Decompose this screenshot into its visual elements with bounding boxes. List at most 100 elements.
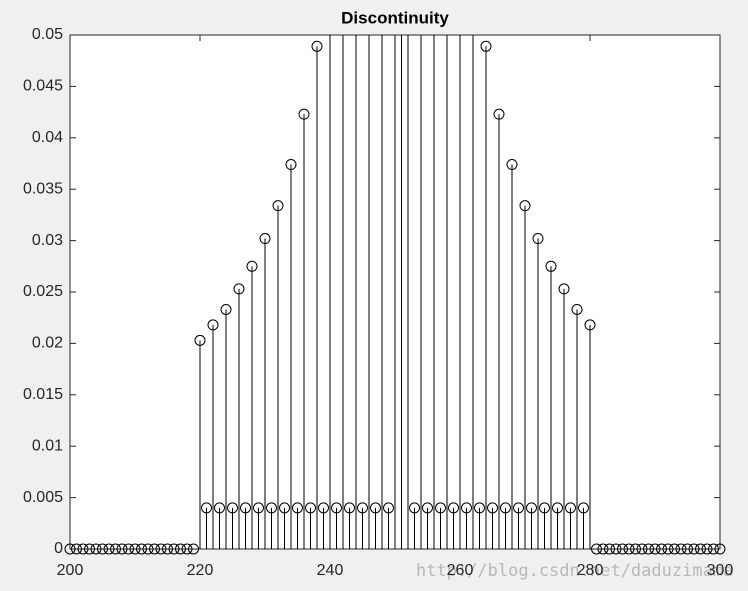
stem-marker [123, 543, 134, 555]
stem-marker [233, 283, 245, 295]
stem-marker [701, 543, 713, 555]
y-tick-label: 0.04 [32, 129, 63, 146]
stem-marker [649, 543, 661, 555]
stem-marker [584, 319, 596, 331]
stem-marker [519, 200, 531, 212]
stem-marker [298, 108, 310, 120]
stem-marker [116, 543, 128, 555]
stem-marker [422, 502, 433, 514]
stem-marker [103, 543, 115, 555]
stem-marker [597, 543, 609, 555]
stem-marker [370, 502, 381, 514]
stem-marker [487, 502, 498, 514]
y-tick-label: 0.03 [32, 232, 63, 249]
stem-marker [240, 502, 251, 514]
stem-marker [175, 543, 186, 555]
x-tick-label: 240 [317, 562, 344, 579]
stem-marker [90, 543, 102, 555]
y-tick-label: 0.05 [32, 26, 63, 43]
stem-marker [136, 543, 147, 555]
y-tick-label: 0 [54, 540, 63, 557]
stem-marker [532, 233, 544, 245]
stem-marker [162, 543, 173, 555]
stem-marker [272, 200, 284, 212]
y-tick-label: 0.01 [32, 437, 63, 454]
stem-marker [630, 543, 641, 555]
y-tick-label: 0.02 [32, 335, 63, 352]
chart-title: Discontinuity [341, 8, 449, 27]
stem-marker [97, 543, 108, 555]
y-tick-label: 0.005 [23, 489, 63, 506]
stem-marker [656, 543, 667, 555]
stem-marker [604, 543, 615, 555]
stem-marker [383, 502, 394, 514]
stem-marker [318, 502, 329, 514]
stem-marker [292, 502, 303, 514]
stem-marker [714, 543, 726, 555]
stem-marker [669, 543, 680, 555]
x-tick-label: 220 [187, 562, 214, 579]
y-tick-label: 0.025 [23, 283, 63, 300]
stem-marker [643, 543, 654, 555]
y-tick-label: 0.035 [23, 180, 63, 197]
stem-marker [77, 543, 89, 555]
stem-marker [71, 543, 82, 555]
stem-marker [493, 108, 505, 120]
stem-marker [506, 159, 518, 171]
x-tick-label: 260 [447, 562, 474, 579]
stem-marker [448, 502, 459, 514]
stem-marker [636, 543, 648, 555]
stem-marker [610, 543, 622, 555]
stem-marker [675, 543, 687, 555]
stem-marker [474, 502, 485, 514]
stem-marker [409, 502, 420, 514]
stem-marker [194, 334, 206, 346]
stem-marker [682, 543, 693, 555]
watermark: http://blog.csdn.net/daduzimama [416, 561, 733, 581]
stem-marker [246, 260, 258, 272]
stem-marker [214, 502, 225, 514]
stem-marker [305, 502, 316, 514]
stem-marker [695, 543, 706, 555]
stem-marker [526, 502, 537, 514]
stem-marker [201, 502, 212, 514]
stem-marker [344, 502, 355, 514]
stem-marker [168, 543, 180, 555]
y-tick-label: 0.045 [23, 78, 63, 95]
stem-marker [617, 543, 628, 555]
stem-marker [110, 543, 121, 555]
stem-marker [279, 502, 290, 514]
stem-marker [311, 40, 323, 52]
x-tick-label: 300 [707, 562, 734, 579]
stem-marker [565, 502, 576, 514]
stem-marker [285, 159, 297, 171]
stem-marker [480, 40, 492, 52]
stem-marker [461, 502, 472, 514]
stem-marker [207, 319, 219, 331]
stem-marker [259, 233, 271, 245]
stem-marker [688, 543, 700, 555]
stem-marker [539, 502, 550, 514]
stem-marker [571, 303, 583, 315]
x-tick-label: 280 [577, 562, 604, 579]
stem-marker [142, 543, 154, 555]
stem-marker [357, 502, 368, 514]
stem-marker [181, 543, 193, 555]
stem-marker [513, 502, 524, 514]
stem-marker [227, 502, 238, 514]
stem-marker [591, 543, 602, 555]
stem-marker [129, 543, 141, 555]
stem-marker [149, 543, 160, 555]
stem-marker [552, 502, 563, 514]
stem-marker [558, 283, 570, 295]
stem-marker [84, 543, 95, 555]
stem-marker [331, 502, 342, 514]
stem-marker [188, 543, 199, 555]
stem-marker [435, 502, 446, 514]
stem-marker [578, 502, 589, 514]
stem-marker [220, 303, 232, 315]
stem-marker [64, 543, 76, 555]
stem-marker [266, 502, 277, 514]
stem-marker [708, 543, 719, 555]
